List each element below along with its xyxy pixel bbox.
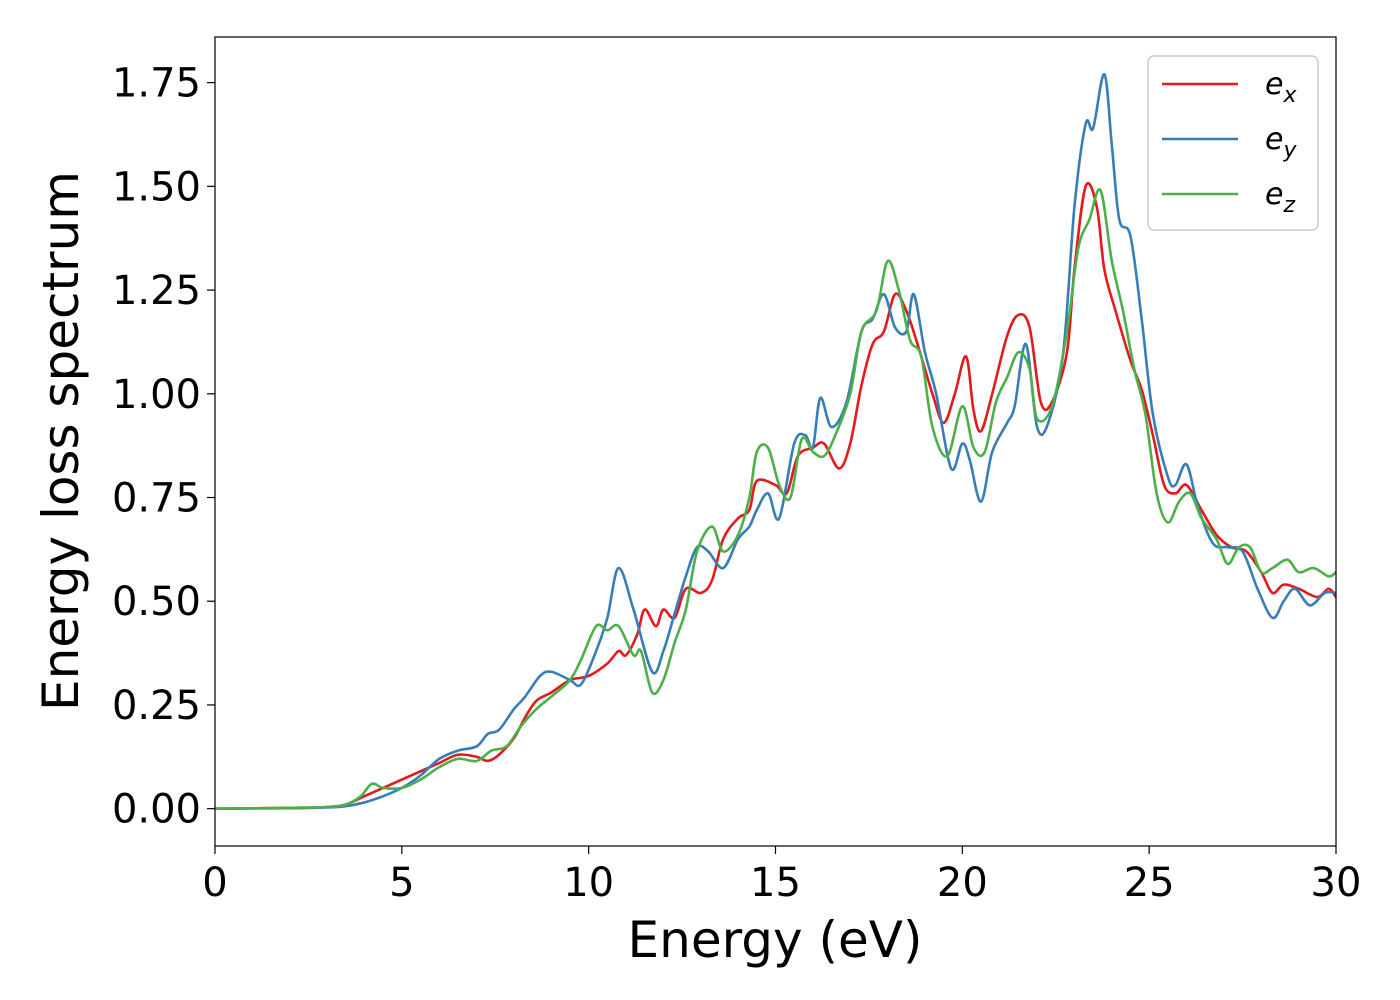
y-tick-label: 1.50: [112, 164, 201, 210]
y-tick-label: 1.25: [112, 268, 201, 314]
legend: ex ey ez: [1147, 55, 1319, 231]
y-tick-label: 1.00: [112, 372, 201, 418]
x-tick-label: 30: [1311, 860, 1362, 906]
legend-label-x: ex: [1265, 67, 1297, 108]
series-line-y: [215, 73, 1336, 810]
y-tick-label: 0.25: [112, 683, 201, 729]
series-line-z: [215, 188, 1336, 810]
x-axis-title: Energy (eV): [628, 911, 923, 969]
y-tick-label: 0.75: [112, 476, 201, 522]
x-tick-label: 5: [389, 860, 414, 906]
x-tick-label: 25: [1124, 860, 1175, 906]
y-axis-title: Energy loss spectrum: [32, 171, 90, 711]
x-tick-label: 20: [937, 860, 988, 906]
legend-frame: [1147, 55, 1319, 231]
x-tick-label: 0: [202, 860, 227, 906]
y-tick-label: 0.50: [112, 579, 201, 625]
x-tick-label: 15: [750, 860, 801, 906]
y-axis: 0.00 0.25 0.50 0.75 1.00 1.25 1.50 1.75: [112, 61, 215, 833]
y-tick-label: 0.00: [112, 787, 201, 833]
y-tick-label: 1.75: [112, 61, 201, 107]
x-axis: 0 5 10 15 20 25 30: [202, 846, 1361, 906]
x-tick-label: 10: [563, 860, 614, 906]
series-layer: [215, 73, 1336, 810]
legend-label-z: ez: [1265, 177, 1295, 218]
legend-label-y: ey: [1265, 122, 1297, 163]
